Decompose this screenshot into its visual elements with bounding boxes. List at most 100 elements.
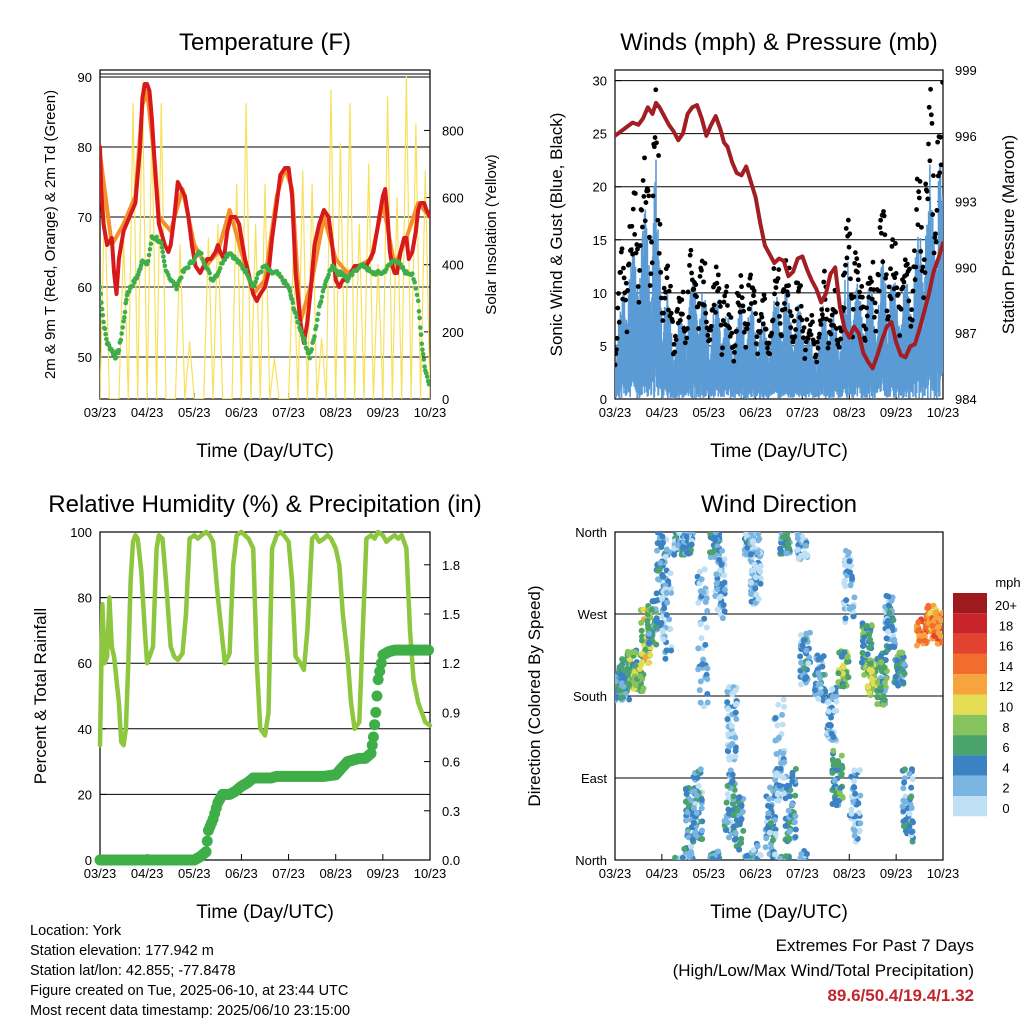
gust-point xyxy=(710,306,716,312)
direction-point xyxy=(846,569,853,576)
gust-point xyxy=(664,275,670,281)
gust-point xyxy=(886,314,891,319)
gust-point xyxy=(682,340,688,346)
gust-point xyxy=(923,181,929,187)
direction-point xyxy=(880,693,887,700)
dewpoint-point xyxy=(253,279,258,285)
direction-point xyxy=(791,819,798,826)
gust-point xyxy=(703,310,709,316)
colorbar-swatch xyxy=(953,694,987,715)
y2-tick-label: 1.5 xyxy=(442,607,460,622)
direction-point xyxy=(772,737,779,744)
y2-tick-label: 400 xyxy=(442,258,464,273)
gust-point xyxy=(731,358,737,364)
direction-point xyxy=(780,534,787,541)
direction-point xyxy=(785,807,792,814)
dewpoint-point xyxy=(122,309,128,315)
gust-point xyxy=(798,283,803,289)
gust-point xyxy=(825,345,831,351)
gust-point xyxy=(616,291,621,296)
direction-point xyxy=(690,804,697,811)
colorbar-label: 10 xyxy=(999,700,1013,715)
gust-point xyxy=(655,217,661,223)
gust-point xyxy=(910,288,916,294)
direction-point xyxy=(815,681,822,688)
direction-point xyxy=(656,532,663,536)
gust-point xyxy=(800,335,806,341)
direction-point xyxy=(815,695,822,702)
y-tick-label: 50 xyxy=(78,350,92,365)
direction-point xyxy=(757,562,764,569)
direction-point xyxy=(861,671,868,678)
direction-point xyxy=(662,655,669,662)
direction-point xyxy=(838,653,845,660)
gust-point xyxy=(642,155,647,161)
direction-point xyxy=(939,639,943,646)
gust-point xyxy=(924,188,930,194)
direction-point xyxy=(704,676,711,683)
direction-point xyxy=(801,550,808,557)
precip-point xyxy=(372,674,384,686)
direction-point xyxy=(712,532,719,536)
direction-point xyxy=(902,827,909,834)
gust-point xyxy=(623,297,628,303)
direction-point xyxy=(802,675,809,682)
gust-point xyxy=(808,332,814,338)
direction-point xyxy=(696,687,703,694)
dewpoint-point xyxy=(103,331,108,337)
direction-point xyxy=(704,699,711,706)
gust-point xyxy=(786,283,792,288)
direction-point xyxy=(661,605,668,612)
direction-series xyxy=(615,532,943,860)
direction-point xyxy=(800,637,807,644)
direction-point xyxy=(900,797,907,804)
direction-point xyxy=(797,653,804,660)
direction-point xyxy=(894,657,901,664)
gust-point xyxy=(938,162,943,168)
direction-point xyxy=(657,559,664,566)
direction-point xyxy=(697,568,704,575)
dewpoint-point xyxy=(243,267,249,273)
direction-point xyxy=(838,770,845,777)
direction-point xyxy=(851,594,858,601)
gust-point xyxy=(854,256,860,262)
direction-point xyxy=(679,854,686,860)
direction-point xyxy=(885,628,892,635)
direction-point xyxy=(740,827,747,834)
y2-tick-label: 990 xyxy=(955,260,977,275)
precip-point xyxy=(375,657,387,669)
gust-point xyxy=(892,275,898,281)
y2-tick-label: 987 xyxy=(955,326,977,341)
y-tick-label: 5 xyxy=(600,339,607,354)
y-tick-label: 10 xyxy=(593,286,607,301)
gust-point xyxy=(888,296,894,302)
station-info: Location: York Station elevation: 177.94… xyxy=(30,921,350,1021)
gust-point xyxy=(745,321,751,327)
dewpoint-point xyxy=(175,282,181,288)
direction-point xyxy=(767,803,774,810)
direction-point xyxy=(906,770,913,777)
gust-point xyxy=(925,196,931,202)
direction-point xyxy=(645,660,652,667)
x-tick-label: 07/23 xyxy=(786,866,819,881)
y-tick-label: 80 xyxy=(78,140,92,155)
direction-point xyxy=(775,701,782,708)
gust-point xyxy=(819,307,825,312)
gust-point xyxy=(657,221,663,227)
y-tick-label: 100 xyxy=(70,525,92,540)
gust-point xyxy=(671,341,677,347)
direction-point xyxy=(780,750,787,757)
gust-point xyxy=(933,239,939,245)
x-tick-label: 06/23 xyxy=(225,866,258,881)
direction-point xyxy=(626,680,633,687)
direction-point xyxy=(638,619,645,626)
direction-point xyxy=(772,715,779,722)
direction-point xyxy=(782,823,789,830)
x-tick-label: 07/23 xyxy=(272,405,305,420)
gust-point xyxy=(775,276,781,281)
gust-point xyxy=(661,310,666,316)
direction-point xyxy=(844,658,851,665)
gust-point xyxy=(921,295,926,301)
gust-point xyxy=(800,328,806,334)
direction-point xyxy=(724,783,731,790)
